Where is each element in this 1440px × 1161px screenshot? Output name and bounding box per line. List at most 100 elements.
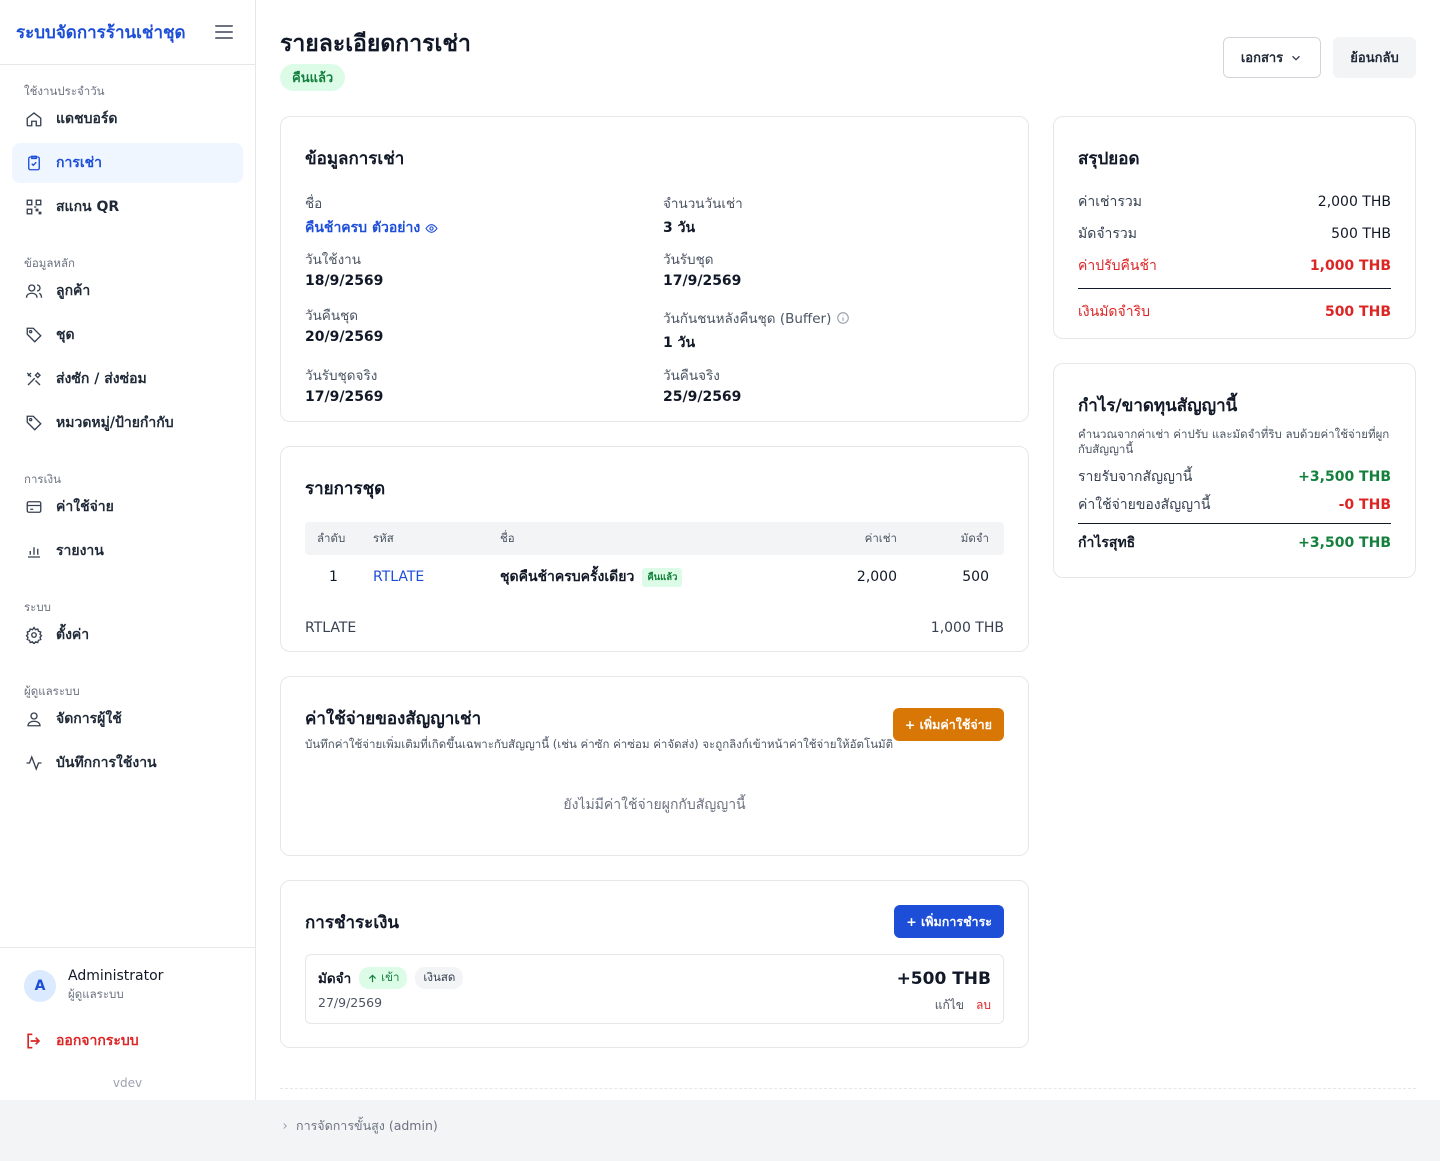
summary-title: สรุปยอด (1078, 149, 1140, 169)
col-no: ลำดับ (317, 530, 346, 545)
sidebar-item-customers[interactable]: ลูกค้า (12, 271, 243, 311)
back-button[interactable]: ย้อนกลับ (1333, 37, 1416, 78)
summary-row: มัดจำรวม 500 THB (1078, 218, 1391, 250)
col-name: ชื่อ (500, 530, 515, 545)
summary-row: ค่าเช่ารวม 2,000 THB (1078, 186, 1391, 218)
credit-card-icon (24, 497, 44, 517)
items-card: รายการชุด ลำดับ รหัส ชื่อ ค่าเช่า มัดจำ … (280, 446, 1029, 652)
sidebar-item-scan[interactable]: สแกน QR (12, 187, 243, 227)
method-badge: เงินสด (415, 967, 464, 989)
sidebar-item-categories[interactable]: หมวดหมู่/ป้ายกำกับ (12, 403, 243, 443)
sidebar-item-label: แดชบอร์ด (56, 111, 118, 127)
arrow-up-icon (367, 973, 378, 984)
sidebar-item-rentals[interactable]: การเช่า (12, 143, 243, 183)
summary-value: 1,000 THB (1309, 258, 1391, 274)
late-fee-code: RTLATE (305, 620, 357, 636)
forfeit-label: เงินมัดจำริบ (1078, 304, 1150, 320)
payment-date: 27/9/2569 (318, 995, 383, 1010)
net-value: +3,500 THB (1298, 535, 1391, 551)
summary-row-late-fee: ค่าปรับคืนช้า 1,000 THB (1078, 250, 1391, 282)
user-icon (24, 709, 44, 729)
income-label: รายรับจากสัญญานี้ (1078, 469, 1193, 485)
info-icon[interactable] (836, 311, 850, 325)
sidebar-footer: A Administrator ผู้ดูแลระบบ ออกจากระบบ v… (0, 947, 255, 1100)
summary-label: มัดจำรวม (1078, 226, 1137, 242)
summary-label: ค่าปรับคืนช้า (1078, 258, 1157, 274)
bar-chart-icon (24, 541, 44, 561)
cell-code-link[interactable]: RTLATE (373, 569, 425, 585)
payment-type-row: มัดจำ เข้า เงินสด (318, 967, 991, 989)
payment-type: มัดจำ (318, 971, 352, 987)
sidebar-item-expenses[interactable]: ค่าใช้จ่าย (12, 487, 243, 527)
add-expense-button[interactable]: + เพิ่มค่าใช้จ่าย (892, 708, 1004, 741)
logout-icon (24, 1031, 44, 1051)
field-name: ชื่อ คืนช้าครบ ตัวอย่าง (305, 192, 645, 239)
field-value: 20/9/2569 (305, 329, 384, 345)
sidebar-item-reports[interactable]: รายงาน (12, 531, 243, 571)
customer-link[interactable]: คืนช้าครบ ตัวอย่าง (305, 217, 645, 239)
cell-no: 1 (329, 569, 338, 585)
table-row: 1 RTLATE ชุดคืนช้าครบครั้งเดียว คืนแล้ว 2… (305, 555, 1004, 599)
section-label-system: ระบบ (24, 600, 51, 614)
add-payment-button[interactable]: + เพิ่มการชำระ (894, 905, 1004, 938)
users-icon (24, 281, 44, 301)
sidebar-item-settings[interactable]: ตั้งค่า (12, 615, 243, 655)
buffer-label: วันกันชนหลังคืนชุด (Buffer) (663, 311, 832, 327)
field-label: ชื่อ (305, 196, 323, 212)
delete-payment-link[interactable]: ลบ (976, 998, 991, 1012)
sidebar-item-logs[interactable]: บันทึกการใช้งาน (12, 743, 243, 783)
sidebar-item-outfits[interactable]: ชุด (12, 315, 243, 355)
sidebar-item-laundry[interactable]: ส่งซัก / ส่งซ่อม (12, 359, 243, 399)
gear-icon (24, 625, 44, 645)
documents-label: เอกสาร (1240, 51, 1284, 66)
col-deposit: มัดจำ (960, 530, 989, 545)
sidebar-item-users[interactable]: จัดการผู้ใช้ (12, 699, 243, 739)
summary-row-forfeit: เงินมัดจำริบ 500 THB (1078, 295, 1391, 329)
expenses-title: ค่าใช้จ่ายของสัญญาเช่า (305, 709, 482, 729)
customer-name: คืนช้าครบ ตัวอย่าง (305, 220, 421, 236)
field-value: 3 วัน (663, 220, 696, 236)
payment-amount: +500 THB (896, 969, 991, 989)
summary-value: 500 THB (1331, 226, 1391, 242)
sidebar-item-dashboard[interactable]: แดชบอร์ด (12, 99, 243, 139)
page-title: รายละเอียดการเช่า (280, 31, 471, 57)
eye-icon (425, 222, 438, 235)
advanced-admin-link[interactable]: การจัดการขั้นสูง (admin) (280, 1116, 438, 1136)
late-fee-row: RTLATE 1,000 THB (305, 613, 1004, 643)
items-table: ลำดับ รหัส ชื่อ ค่าเช่า มัดจำ 1 RTLATE ช… (305, 522, 1004, 599)
table-header: ลำดับ รหัส ชื่อ ค่าเช่า มัดจำ (305, 522, 1004, 555)
payment-item: มัดจำ เข้า เงินสด 27/9/2569 +500 THB แก้… (305, 954, 1004, 1024)
cell-name: ชุดคืนช้าครบครั้งเดียว คืนแล้ว (500, 566, 683, 588)
expense-label: ค่าใช้จ่ายของสัญญานี้ (1078, 497, 1211, 513)
items-title: รายการชุด (305, 479, 386, 499)
tools-icon (24, 369, 44, 389)
field-return-date: วันคืนชุด 20/9/2569 (305, 304, 645, 345)
expense-value: -0 THB (1338, 497, 1391, 513)
profit-divider (1078, 523, 1391, 524)
income-value: +3,500 THB (1298, 469, 1391, 485)
sidebar-header: ระบบจัดการร้านเช่าชุด (0, 0, 255, 65)
user-role: ผู้ดูแลระบบ (68, 987, 124, 1001)
home-icon (24, 109, 44, 129)
activity-icon (24, 753, 44, 773)
field-days: จำนวนวันเช่า 3 วัน (663, 192, 1003, 239)
app-title: ระบบจัดการร้านเช่าชุด (16, 22, 186, 43)
field-value: 17/9/2569 (663, 273, 742, 289)
field-use-date: วันใช้งาน 18/9/2569 (305, 248, 645, 289)
documents-dropdown[interactable]: เอกสาร (1223, 37, 1321, 78)
sidebar-item-label: หมวดหมู่/ป้ายกำกับ (56, 415, 174, 431)
direction-badge: เข้า (359, 967, 408, 989)
sidebar-item-label: สแกน QR (56, 199, 120, 215)
edit-payment-link[interactable]: แก้ไข (934, 998, 965, 1012)
payments-card: การชำระเงิน + เพิ่มการชำระ มัดจำ เข้า เง… (280, 880, 1029, 1048)
menu-toggle-icon[interactable] (215, 25, 233, 39)
profit-title: กำไร/ขาดทุนสัญญานี้ (1078, 396, 1238, 416)
logout-button[interactable]: ออกจากระบบ (24, 1030, 231, 1052)
sidebar-item-label: ตั้งค่า (56, 627, 90, 643)
profit-subtitle: คำนวณจากค่าเช่า ค่าปรับ และมัดจำที่ริบ ล… (1078, 427, 1390, 456)
main-content: รายละเอียดการเช่า คืนแล้ว เอกสาร ย้อนกลั… (256, 0, 1440, 1100)
field-actual-pickup: วันรับชุดจริง 17/9/2569 (305, 364, 645, 405)
logout-label: ออกจากระบบ (56, 1033, 139, 1049)
sidebar-item-label: ลูกค้า (56, 283, 91, 299)
tag-icon (24, 325, 44, 345)
